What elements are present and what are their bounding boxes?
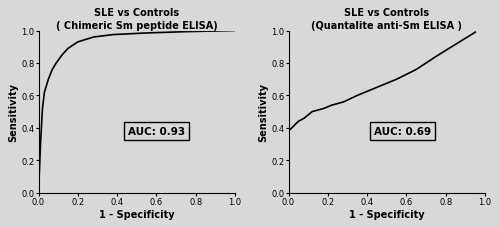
Y-axis label: Sensitivity: Sensitivity — [8, 83, 18, 141]
Text: AUC: 0.69: AUC: 0.69 — [374, 126, 431, 136]
X-axis label: 1 - Specificity: 1 - Specificity — [99, 209, 174, 219]
Title: SLE vs Controls
( Chimeric Sm peptide ELISA): SLE vs Controls ( Chimeric Sm peptide EL… — [56, 8, 218, 31]
X-axis label: 1 - Specificity: 1 - Specificity — [349, 209, 424, 219]
Text: AUC: 0.93: AUC: 0.93 — [128, 126, 185, 136]
Title: SLE vs Controls
(Quantalite anti-Sm ELISA ): SLE vs Controls (Quantalite anti-Sm ELIS… — [312, 8, 462, 31]
Y-axis label: Sensitivity: Sensitivity — [258, 83, 268, 141]
